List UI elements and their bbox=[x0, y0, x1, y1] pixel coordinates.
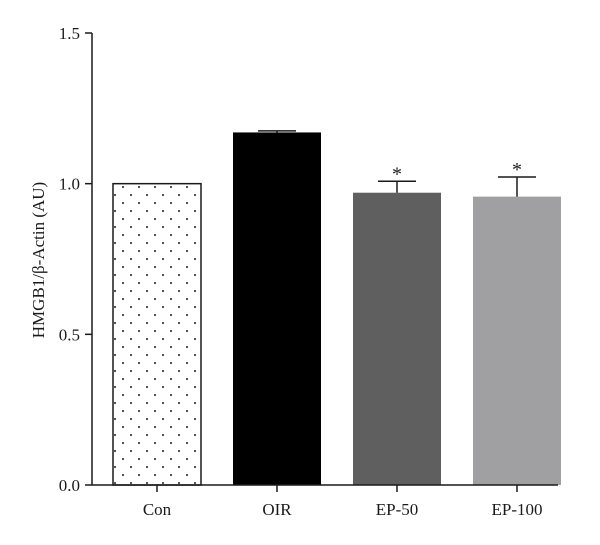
significance-mark-ep-50: * bbox=[392, 163, 402, 185]
bar-ep-50 bbox=[353, 192, 441, 485]
y-axis-title: HMGB1/β-Actin (AU) bbox=[29, 182, 48, 338]
y-tick-label: 0.5 bbox=[59, 325, 80, 344]
bar-con bbox=[112, 182, 202, 486]
x-tick-label-oir: OIR bbox=[262, 500, 292, 519]
y-tick-label: 1.0 bbox=[59, 175, 80, 194]
y-tick-label: 0.0 bbox=[59, 476, 80, 495]
error-bars-group bbox=[258, 130, 536, 197]
x-tick-label-ep-100: EP-100 bbox=[492, 500, 543, 519]
significance-mark-ep-100: * bbox=[512, 159, 522, 181]
bar-oir bbox=[233, 132, 321, 485]
axes-group: Con OIR EP-50 EP-100 0.0 0.5 1.0 1.5 bbox=[59, 24, 558, 519]
significance-marks-group: * * bbox=[392, 159, 522, 185]
bar-ep-100 bbox=[473, 196, 561, 485]
bars-group bbox=[112, 132, 561, 486]
y-tick-label: 1.5 bbox=[59, 24, 80, 43]
x-tick-label-ep-50: EP-50 bbox=[376, 500, 419, 519]
x-tick-label-con: Con bbox=[143, 500, 172, 519]
